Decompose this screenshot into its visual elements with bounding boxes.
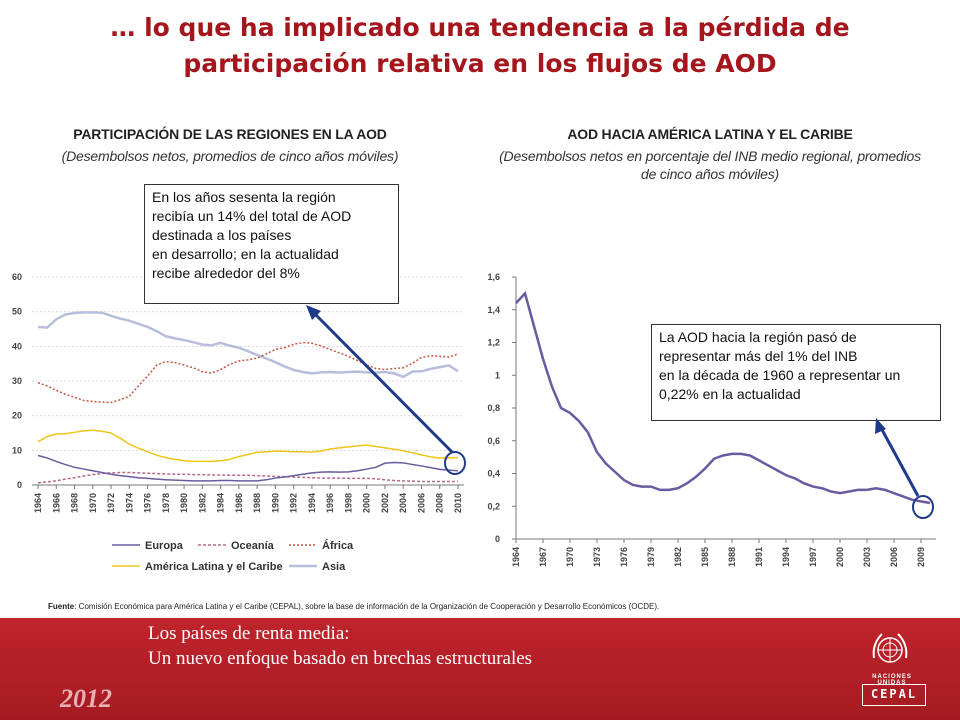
left-callout-box: En los años sesenta la región recibía un… xyxy=(144,184,399,304)
right-x-tick-label: 2003 xyxy=(862,547,872,567)
left-x-tick-label: 1972 xyxy=(106,493,116,513)
right-y-tick-label: 0,2 xyxy=(487,501,500,511)
left-x-tick-label: 1988 xyxy=(252,493,262,513)
left-y-tick-label: 40 xyxy=(12,341,22,351)
left-highlight-circle xyxy=(444,451,466,475)
right-x-tick-label: 1988 xyxy=(727,547,737,567)
footer-line1: Los países de renta media: xyxy=(148,623,350,644)
slide-title-line1: … lo que ha implicado una tendencia a la… xyxy=(110,13,850,42)
left-arrow-head-icon xyxy=(306,305,321,320)
right-x-tick-label: 1976 xyxy=(619,547,629,567)
left-x-tick-label: 1966 xyxy=(51,493,61,513)
right-chart-subtitle-line2: de cinco años móviles) xyxy=(641,166,779,182)
left-x-tick-label: 1984 xyxy=(216,493,226,513)
left-x-tick-label: 1982 xyxy=(197,493,207,513)
source-label: Fuente xyxy=(48,602,75,611)
legend-label-asia: Asia xyxy=(322,561,346,573)
right-y-tick-label: 1,6 xyxy=(487,272,500,282)
left-x-tick-label: 2010 xyxy=(453,493,463,513)
right-x-tick-label: 1997 xyxy=(808,547,818,567)
legend-label-alc: América Latina y el Caribe xyxy=(145,561,283,573)
left-y-tick-label: 10 xyxy=(12,445,22,455)
right-x-tick-label: 1970 xyxy=(565,547,575,567)
right-x-tick-label: 1973 xyxy=(592,547,602,567)
right-x-tick-label: 1994 xyxy=(781,547,791,567)
right-y-tick-label: 1 xyxy=(495,370,500,380)
right-x-tick-label: 2000 xyxy=(835,547,845,567)
left-x-tick-label: 2000 xyxy=(362,493,372,513)
left-x-tick-label: 1968 xyxy=(70,493,80,513)
left-chart-title: PARTICIPACIÓN DE LAS REGIONES EN LA AOD xyxy=(73,126,387,142)
left-x-tick-label: 2002 xyxy=(380,493,390,513)
right-highlight-circle xyxy=(912,495,934,519)
source-text: : Comisión Económica para América Latina… xyxy=(74,602,660,611)
un-emblem-icon xyxy=(872,633,908,663)
left-x-tick-label: 1996 xyxy=(325,493,335,513)
series-line-africa xyxy=(37,341,459,404)
left-x-tick-label: 2006 xyxy=(416,493,426,513)
right-line-chart: 0 0,2 0,4 0,6 0,8 1 1,2 1,4 1,6 1964 1967 1970 1973 1… xyxy=(487,272,936,567)
left-x-tick-label: 1986 xyxy=(234,493,244,513)
left-x-tick-label: 1974 xyxy=(124,493,134,513)
left-x-tick-label: 1976 xyxy=(143,493,153,513)
right-chart-subtitle-line1: (Desembolsos netos en porcentaje del INB… xyxy=(499,148,921,164)
left-y-tick-label: 20 xyxy=(12,411,22,421)
logo-org-text: NACIONES UNIDAS xyxy=(872,674,912,686)
left-x-tick-label: 1964 xyxy=(33,493,43,513)
legend-label-oceania: Oceanía xyxy=(231,540,275,552)
right-annotation-arrow xyxy=(878,425,920,497)
slide-title: … lo que ha implicado una tendencia a la… xyxy=(20,10,940,82)
left-chart-subtitle: (Desembolsos netos, promedios de cinco a… xyxy=(61,148,399,164)
annotation-overlay xyxy=(306,305,934,519)
footer-year: 2012 xyxy=(60,684,112,713)
left-y-tick-label: 0 xyxy=(17,480,22,490)
left-x-tick-label: 2008 xyxy=(435,493,445,513)
left-x-tick-label: 1990 xyxy=(270,493,280,513)
series-line-asia xyxy=(37,311,459,379)
source-note: Fuente: Comisión Económica para América … xyxy=(48,602,938,611)
left-x-tick-label: 2004 xyxy=(398,493,408,513)
cepal-logo: CEPAL xyxy=(862,684,926,706)
right-x-tick-label: 1991 xyxy=(754,547,764,567)
left-x-tick-label: 1980 xyxy=(179,493,189,513)
right-chart-subtitle: (Desembolsos netos en porcentaje del INB… xyxy=(462,147,958,183)
right-callout-box: La AOD hacia la región pasó de represent… xyxy=(651,324,941,421)
footer-line2: Un nuevo enfoque basado en brechas estru… xyxy=(148,648,533,669)
left-y-tick-label: 30 xyxy=(12,376,22,386)
right-y-tick-label: 1,2 xyxy=(487,338,500,348)
left-x-tick-label: 1994 xyxy=(307,493,317,513)
legend-label-africa: África xyxy=(322,539,354,552)
left-x-tick-label: 1992 xyxy=(289,493,299,513)
slide-title-line2: participación relativa en los flujos de … xyxy=(183,49,777,78)
right-y-tick-label: 0,4 xyxy=(487,469,500,479)
right-x-tick-label: 1967 xyxy=(538,547,548,567)
footer-band xyxy=(0,618,960,720)
left-x-tick-label: 1970 xyxy=(88,493,98,513)
right-y-tick-label: 0 xyxy=(495,534,500,544)
right-y-tick-label: 1,4 xyxy=(487,305,500,315)
left-annotation-arrow xyxy=(310,309,454,454)
right-x-tick-label: 1979 xyxy=(646,547,656,567)
right-y-tick-label: 0,6 xyxy=(487,436,500,446)
right-chart-title: AOD HACIA AMÉRICA LATINA Y EL CARIBE xyxy=(567,126,853,142)
series-line-aod xyxy=(515,290,931,505)
right-x-tick-label: 1982 xyxy=(673,547,683,567)
right-y-tick-label: 0,8 xyxy=(487,403,500,413)
left-y-tick-label: 50 xyxy=(12,307,22,317)
right-x-tick-label: 1964 xyxy=(511,547,521,567)
series-line-alc xyxy=(37,429,459,463)
left-x-tick-label: 1998 xyxy=(343,493,353,513)
left-x-tick-label: 1978 xyxy=(161,493,171,513)
right-x-tick-label: 1985 xyxy=(700,547,710,567)
legend-label-europa: Europa xyxy=(145,540,184,552)
right-x-tick-label: 2006 xyxy=(889,547,899,567)
right-arrow-head-icon xyxy=(875,418,886,434)
series-line-europa xyxy=(37,454,459,482)
left-y-tick-label: 60 xyxy=(12,272,22,282)
right-x-tick-label: 2009 xyxy=(916,547,926,567)
